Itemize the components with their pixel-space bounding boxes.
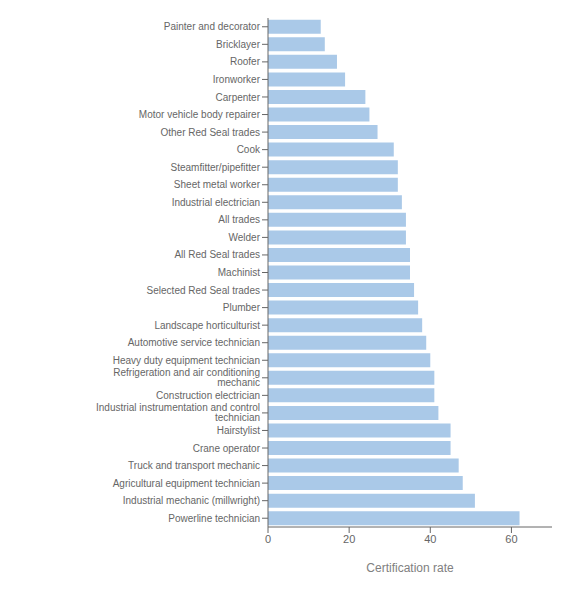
svg-text:Certification rate: Certification rate bbox=[366, 561, 454, 575]
svg-text:Motor vehicle body repairer: Motor vehicle body repairer bbox=[139, 109, 261, 120]
svg-text:Cook: Cook bbox=[237, 144, 261, 155]
svg-text:Machinist: Machinist bbox=[218, 267, 260, 278]
svg-text:Roofer: Roofer bbox=[230, 56, 261, 67]
svg-text:20: 20 bbox=[343, 533, 355, 545]
svg-text:Bricklayer: Bricklayer bbox=[216, 39, 261, 50]
svg-text:0: 0 bbox=[265, 533, 271, 545]
svg-text:Crane operator: Crane operator bbox=[193, 443, 261, 454]
svg-text:All trades: All trades bbox=[218, 214, 260, 225]
svg-text:Carpenter: Carpenter bbox=[216, 92, 261, 103]
svg-text:Landscape horticulturist: Landscape horticulturist bbox=[154, 320, 260, 331]
svg-text:40: 40 bbox=[424, 533, 436, 545]
svg-text:Industrial mechanic (millwrigh: Industrial mechanic (millwright) bbox=[123, 495, 260, 506]
svg-text:Agricultural equipment technic: Agricultural equipment technician bbox=[113, 478, 260, 489]
svg-text:Welder: Welder bbox=[229, 232, 261, 243]
svg-text:Heavy duty equipment technicia: Heavy duty equipment technician bbox=[113, 355, 260, 366]
svg-text:All Red Seal trades: All Red Seal trades bbox=[174, 249, 260, 260]
svg-text:Painter and decorator: Painter and decorator bbox=[164, 21, 261, 32]
svg-text:Other Red Seal trades: Other Red Seal trades bbox=[161, 127, 261, 138]
svg-text:Truck and transport mechanic: Truck and transport mechanic bbox=[128, 460, 260, 471]
svg-text:Sheet metal worker: Sheet metal worker bbox=[174, 179, 261, 190]
svg-text:Hairstylist: Hairstylist bbox=[217, 425, 261, 436]
svg-text:Selected Red Seal trades: Selected Red Seal trades bbox=[147, 285, 260, 296]
svg-text:Plumber: Plumber bbox=[223, 302, 261, 313]
svg-text:Automotive service technician: Automotive service technician bbox=[128, 337, 260, 348]
svg-text:Powerline technician: Powerline technician bbox=[168, 513, 260, 524]
svg-text:60: 60 bbox=[505, 533, 517, 545]
svg-text:Construction electrician: Construction electrician bbox=[156, 390, 260, 401]
svg-text:Ironworker: Ironworker bbox=[213, 74, 261, 85]
svg-text:Steamfitter/pipefitter: Steamfitter/pipefitter bbox=[171, 162, 261, 173]
svg-text:Refrigeration and air conditio: Refrigeration and air conditioningmechan… bbox=[113, 367, 260, 388]
svg-text:Industrial electrician: Industrial electrician bbox=[172, 197, 260, 208]
svg-text:Industrial instrumentation and: Industrial instrumentation and controlte… bbox=[96, 402, 260, 423]
